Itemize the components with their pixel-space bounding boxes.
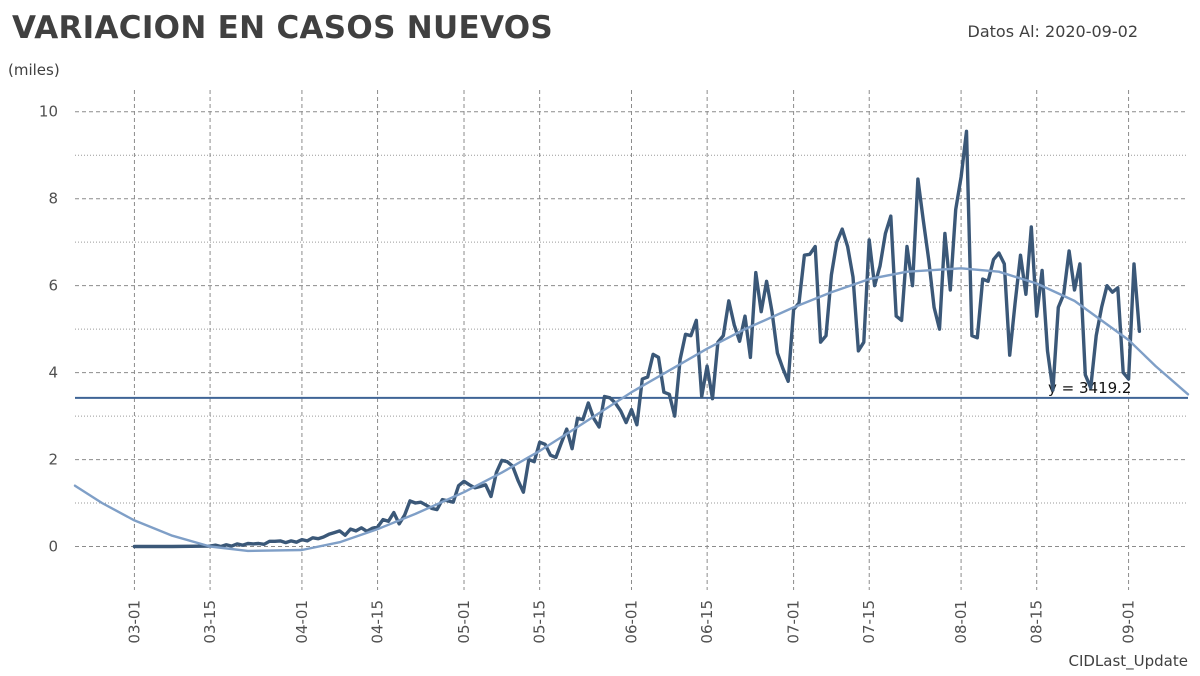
grid-layer (75, 90, 1188, 590)
x-tick-label: 03-01 (125, 600, 143, 644)
series-layer (73, 129, 1190, 553)
x-tick-label: 04-15 (369, 600, 387, 644)
x-tick-label: 03-15 (201, 600, 219, 644)
x-tick-label: 05-15 (531, 600, 549, 644)
tick-label-layer: 0 2 4 6 8 10 03-01 03-15 04-01 04-15 05-01 05-15 06-… (39, 103, 1138, 644)
chart-title: VARIACION EN CASOS NUEVOS (12, 10, 554, 46)
x-tick-label: 06-01 (623, 600, 641, 644)
new-cases-line (132, 129, 1142, 549)
x-tick-label: 09-01 (1120, 600, 1138, 644)
y-tick-label: 6 (48, 277, 58, 295)
y-tick-label: 4 (48, 364, 58, 382)
data-date-label: Datos Al: 2020-09-02 (967, 22, 1138, 41)
reference-line-layer: y = 3419.2 (75, 379, 1188, 399)
x-tick-label: 05-01 (455, 600, 473, 644)
x-tick-label: 06-15 (698, 600, 716, 644)
x-tick-label: 04-01 (293, 600, 311, 644)
y-tick-label: 8 (48, 190, 58, 208)
x-tick-label: 07-15 (860, 600, 878, 644)
y-tick-label: 0 (48, 538, 58, 556)
x-tick-label: 08-01 (952, 600, 970, 644)
y-tick-label: 10 (39, 103, 58, 121)
y-axis-units-label: (miles) (8, 61, 60, 79)
x-tick-label: 07-01 (785, 600, 803, 644)
trend-line (73, 267, 1190, 553)
y-tick-label: 2 (48, 451, 58, 469)
footer-label: CIDLast_Update (1068, 652, 1188, 670)
x-tick-label: 08-15 (1028, 600, 1046, 644)
